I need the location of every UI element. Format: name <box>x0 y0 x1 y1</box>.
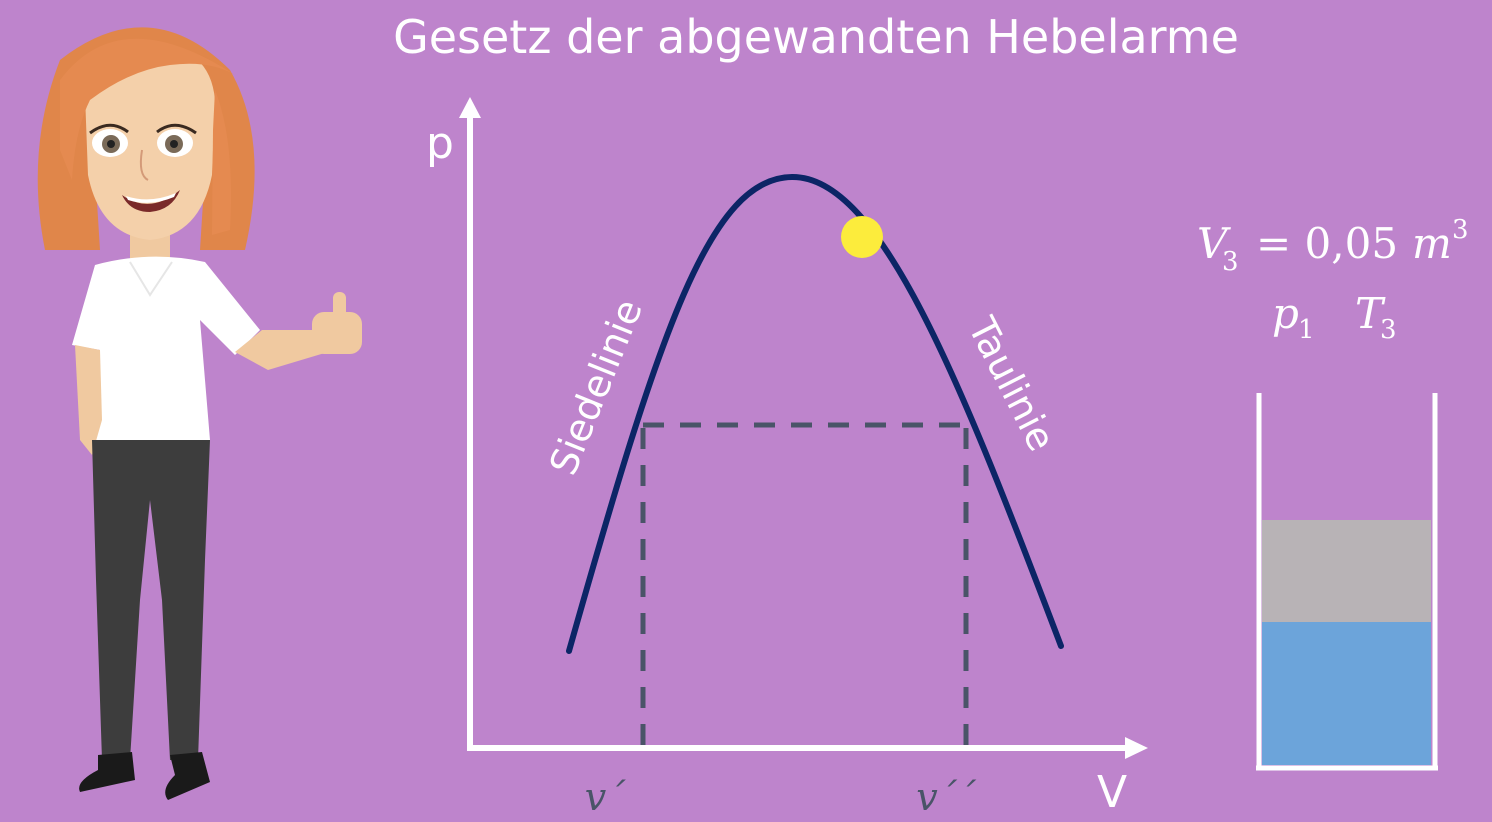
saturation-curve <box>566 173 1064 654</box>
y-axis-arrow <box>459 97 481 118</box>
pressure-subscript: 1 <box>1298 315 1315 345</box>
volume-unit-exponent: 3 <box>1452 215 1469 245</box>
vapor-phase <box>1262 520 1431 624</box>
x-axis-arrow <box>1125 737 1148 759</box>
pv-diagram: p V Siedelinie Taulinie v´ v´´ <box>426 97 1148 819</box>
volume-symbol: V <box>1197 219 1231 268</box>
taulinie-label: Taulinie <box>959 309 1064 458</box>
x-tick-v-double-prime: v´´ <box>916 775 976 819</box>
siedelinie-label: Siedelinie <box>541 293 651 481</box>
volume-subscript: 3 <box>1222 247 1239 277</box>
state-formula: V 3 = 0,05 m 3 p 1 T 3 <box>1197 215 1469 345</box>
volume-value: = 0,05 <box>1256 219 1398 268</box>
liquid-phase <box>1262 622 1431 765</box>
container-beaker <box>1256 393 1438 771</box>
temperature-subscript: 3 <box>1380 315 1397 345</box>
pressure-symbol: p <box>1272 289 1299 338</box>
x-tick-v-prime: v´ <box>585 775 626 819</box>
temperature-symbol: T <box>1355 289 1386 338</box>
volume-unit: m <box>1412 219 1452 268</box>
slide-title: Gesetz der abgewandten Hebelarme <box>393 10 1239 64</box>
state-point-marker <box>841 216 883 258</box>
y-axis-label: p <box>426 118 454 169</box>
x-axis-label: V <box>1097 767 1127 818</box>
presenter-character <box>37 27 362 800</box>
